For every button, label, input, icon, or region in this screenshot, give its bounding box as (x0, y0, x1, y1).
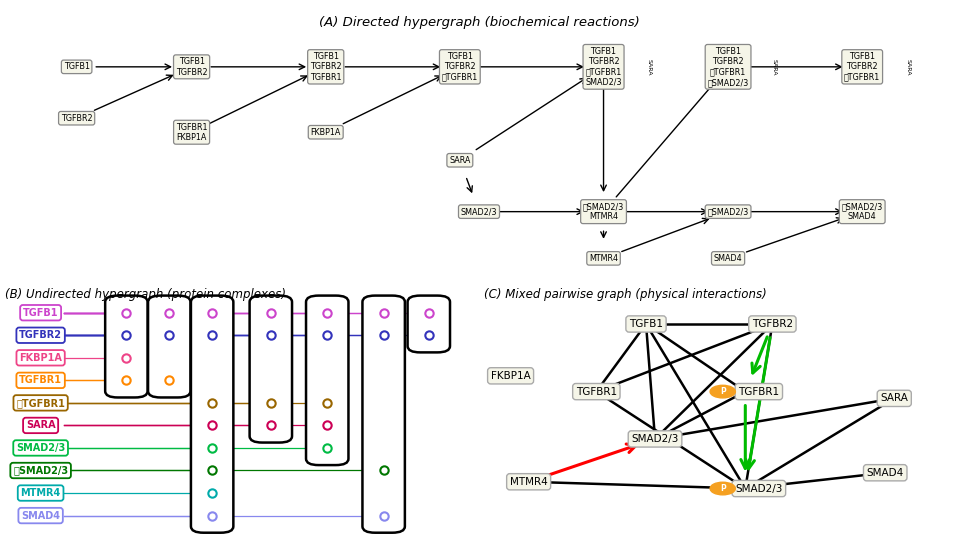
Text: TGFBR1
FKBP1A: TGFBR1 FKBP1A (176, 122, 207, 142)
Text: SMAD4: SMAD4 (21, 510, 60, 521)
Text: P: P (719, 484, 725, 493)
Text: (C) Mixed pairwise graph (physical interactions): (C) Mixed pairwise graph (physical inter… (484, 288, 766, 301)
Text: TGFBR2: TGFBR2 (752, 319, 793, 329)
Text: SMAD2/3: SMAD2/3 (461, 207, 497, 216)
Text: TGFB1
TGFBR2
ⓅTGFBR1
SMAD2/3: TGFB1 TGFBR2 ⓅTGFBR1 SMAD2/3 (585, 47, 622, 87)
Text: FKBP1A: FKBP1A (19, 353, 62, 363)
Text: P: P (719, 387, 725, 396)
Text: SARA: SARA (26, 420, 56, 431)
FancyBboxPatch shape (306, 295, 349, 465)
Text: SMAD4: SMAD4 (714, 254, 742, 263)
Text: TGFBR2: TGFBR2 (60, 114, 93, 123)
FancyBboxPatch shape (191, 295, 234, 533)
Text: TGFBR1: TGFBR1 (576, 386, 617, 397)
FancyBboxPatch shape (407, 295, 450, 353)
Text: TGFBR1: TGFBR1 (19, 375, 62, 385)
Text: ⓅSMAD2/3: ⓅSMAD2/3 (707, 207, 749, 216)
Text: TGFBR1: TGFBR1 (739, 386, 780, 397)
Text: SMAD2/3: SMAD2/3 (735, 483, 783, 494)
Text: ⓅSMAD2/3
SMAD4: ⓅSMAD2/3 SMAD4 (841, 202, 883, 222)
Text: SMAD4: SMAD4 (867, 468, 903, 478)
Text: TGFBR2: TGFBR2 (19, 330, 62, 340)
Text: SARA: SARA (905, 59, 910, 75)
Text: TGFB1: TGFB1 (23, 308, 58, 317)
Text: SMAD2/3: SMAD2/3 (631, 434, 678, 444)
Text: TGFB1
TGFBR2
ⓅTGFBR1: TGFB1 TGFBR2 ⓅTGFBR1 (442, 52, 478, 82)
Text: TGFB1
TGFBR2
TGFBR1: TGFB1 TGFBR2 TGFBR1 (309, 52, 342, 82)
FancyBboxPatch shape (105, 295, 148, 397)
FancyBboxPatch shape (250, 295, 292, 443)
Text: TGFB1
TGFBR2
ⓅTGFBR1
ⓅSMAD2/3: TGFB1 TGFBR2 ⓅTGFBR1 ⓅSMAD2/3 (707, 47, 749, 87)
Text: FKBP1A: FKBP1A (490, 371, 531, 381)
Text: ⓅSMAD2/3
MTMR4: ⓅSMAD2/3 MTMR4 (582, 202, 625, 222)
Text: MTMR4: MTMR4 (510, 477, 548, 487)
Text: (B) Undirected hypergraph (protein complexes): (B) Undirected hypergraph (protein compl… (5, 288, 285, 301)
Text: SARA: SARA (647, 59, 651, 75)
Text: TGFB1: TGFB1 (63, 63, 90, 71)
FancyBboxPatch shape (362, 295, 405, 533)
Circle shape (710, 385, 736, 398)
Text: (A) Directed hypergraph (biochemical reactions): (A) Directed hypergraph (biochemical rea… (319, 16, 639, 30)
Text: SARA: SARA (449, 156, 470, 165)
Text: MTMR4: MTMR4 (20, 488, 60, 498)
Text: SARA: SARA (880, 393, 908, 403)
Text: MTMR4: MTMR4 (589, 254, 618, 263)
Text: TGFB1
TGFBR2
ⓅTGFBR1: TGFB1 TGFBR2 ⓅTGFBR1 (844, 52, 880, 82)
FancyBboxPatch shape (148, 295, 191, 397)
Circle shape (710, 482, 736, 495)
Text: TGFB1: TGFB1 (629, 319, 663, 329)
Text: SMAD2/3: SMAD2/3 (16, 443, 65, 453)
Text: TGFB1
TGFBR2: TGFB1 TGFBR2 (175, 57, 208, 77)
Text: ⓅTGFBR1: ⓅTGFBR1 (16, 398, 65, 408)
Text: SARA: SARA (771, 59, 776, 75)
Text: FKBP1A: FKBP1A (310, 128, 341, 137)
Text: ⓅSMAD2/3: ⓅSMAD2/3 (13, 466, 68, 475)
